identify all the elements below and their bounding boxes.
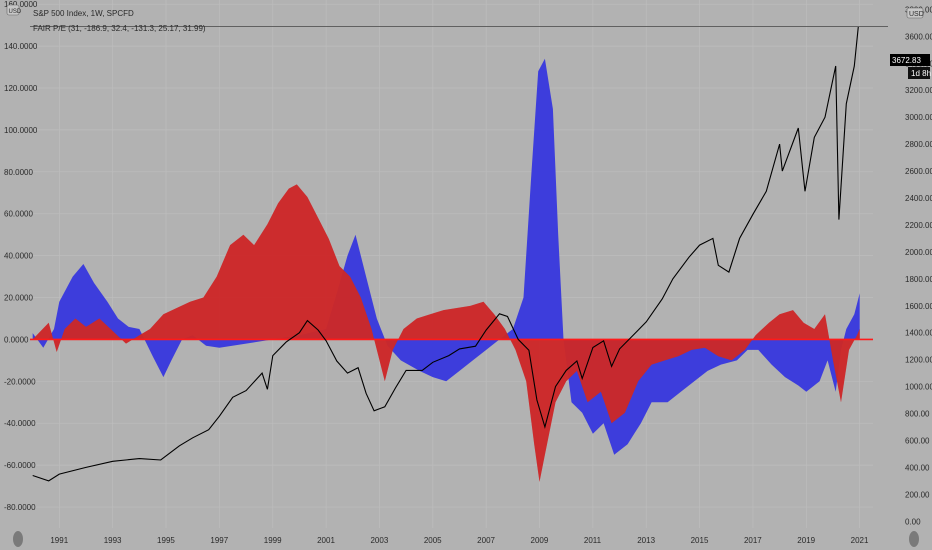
indicator-areas: [32, 58, 860, 482]
left-tick-label: 20.0000: [4, 294, 33, 303]
right-tick-label: 2200.00: [905, 221, 932, 230]
overlap-area-series: [32, 184, 860, 482]
last-price-value: 3672.83: [892, 56, 921, 65]
right-tick-label: 1800.00: [905, 275, 932, 284]
time-tick-label: 2007: [477, 536, 495, 545]
right-tick-label: 1400.00: [905, 329, 932, 338]
left-tick-label: 0.0000: [4, 335, 29, 344]
right-tick-label: 400.00: [905, 463, 930, 472]
time-tick-label: 2003: [370, 536, 388, 545]
time-tick-label: 2015: [691, 536, 709, 545]
time-tick-label: 2017: [744, 536, 762, 545]
right-tick-label: 1000.00: [905, 383, 932, 392]
right-axis-unit-label: USD: [909, 11, 924, 18]
left-tick-label: -20.0000: [4, 377, 36, 386]
time-tick-label: 1993: [104, 536, 122, 545]
time-tick-label: 1991: [50, 536, 68, 545]
left-tick-label: 120.0000: [4, 84, 38, 93]
left-scale-badge-icon: USD: [9, 9, 22, 15]
price-line-group: [30, 26, 888, 482]
right-tick-label: 2800.00: [905, 140, 932, 149]
right-tick-label: 3000.00: [905, 113, 932, 122]
left-scale-badge[interactable]: [6, 4, 20, 16]
chart-title: S&P 500 Index, 1W, SPCFD: [33, 9, 134, 18]
time-tick-label: 1997: [210, 536, 228, 545]
countdown-background: [908, 67, 930, 79]
left-tick-label: 140.0000: [4, 42, 38, 51]
right-tick-label: 3600.00: [905, 32, 932, 41]
time-tick-label: 2001: [317, 536, 335, 545]
left-axis: 160.0000 140.0000 120.0000 100.0000 80.0000 6…: [4, 0, 38, 512]
left-tick-label: 60.0000: [4, 210, 33, 219]
scroll-left-handle[interactable]: [13, 531, 23, 547]
right-tick-label: 1600.00: [905, 302, 932, 311]
left-tick-label: 100.0000: [4, 126, 38, 135]
time-tick-label: 1995: [157, 536, 175, 545]
right-tick-label: 2600.00: [905, 167, 932, 176]
right-tick-label: 0.00: [905, 517, 921, 526]
time-tick-label: 1999: [264, 536, 282, 545]
last-price-tag: 3672.83: [890, 54, 930, 66]
left-tick-label: -60.0000: [4, 461, 36, 470]
left-tick-label: 40.0000: [4, 252, 33, 261]
time-tick-label: 2009: [531, 536, 549, 545]
left-tick-label: 160.0000: [4, 0, 38, 9]
right-tick-label: 200.00: [905, 490, 930, 499]
time-tick-label: 2021: [851, 536, 869, 545]
right-tick-label: 3200.00: [905, 86, 932, 95]
last-price-background: [890, 54, 930, 66]
time-tick-label: 2019: [797, 536, 815, 545]
right-tick-label: 800.00: [905, 410, 930, 419]
scroll-right-handle[interactable]: [909, 531, 919, 547]
left-tick-label: 80.0000: [4, 168, 33, 177]
indicator-label: FAIR P/E (31, -186.9, 32.4, -131.3, 25.1…: [33, 24, 206, 33]
countdown-tag: 1d 8h: [908, 67, 931, 79]
countdown-value: 1d 8h: [911, 69, 931, 78]
right-tick-label: 600.00: [905, 436, 930, 445]
right-scale-badge[interactable]: [906, 7, 924, 19]
time-axis[interactable]: 1991 1993 1995 1997 1999 2001 2003 2005 2007 2009…: [50, 536, 869, 545]
right-tick-label: 2000.00: [905, 248, 932, 257]
time-tick-label: 2005: [424, 536, 442, 545]
left-tick-label: -40.0000: [4, 419, 36, 428]
right-tick-label: 1200.00: [905, 356, 932, 365]
time-tick-label: 2011: [584, 536, 602, 545]
time-tick-label: 2013: [637, 536, 655, 545]
right-tick-label: 2400.00: [905, 194, 932, 203]
left-tick-label: -80.0000: [4, 503, 36, 512]
price-line: [32, 26, 859, 482]
